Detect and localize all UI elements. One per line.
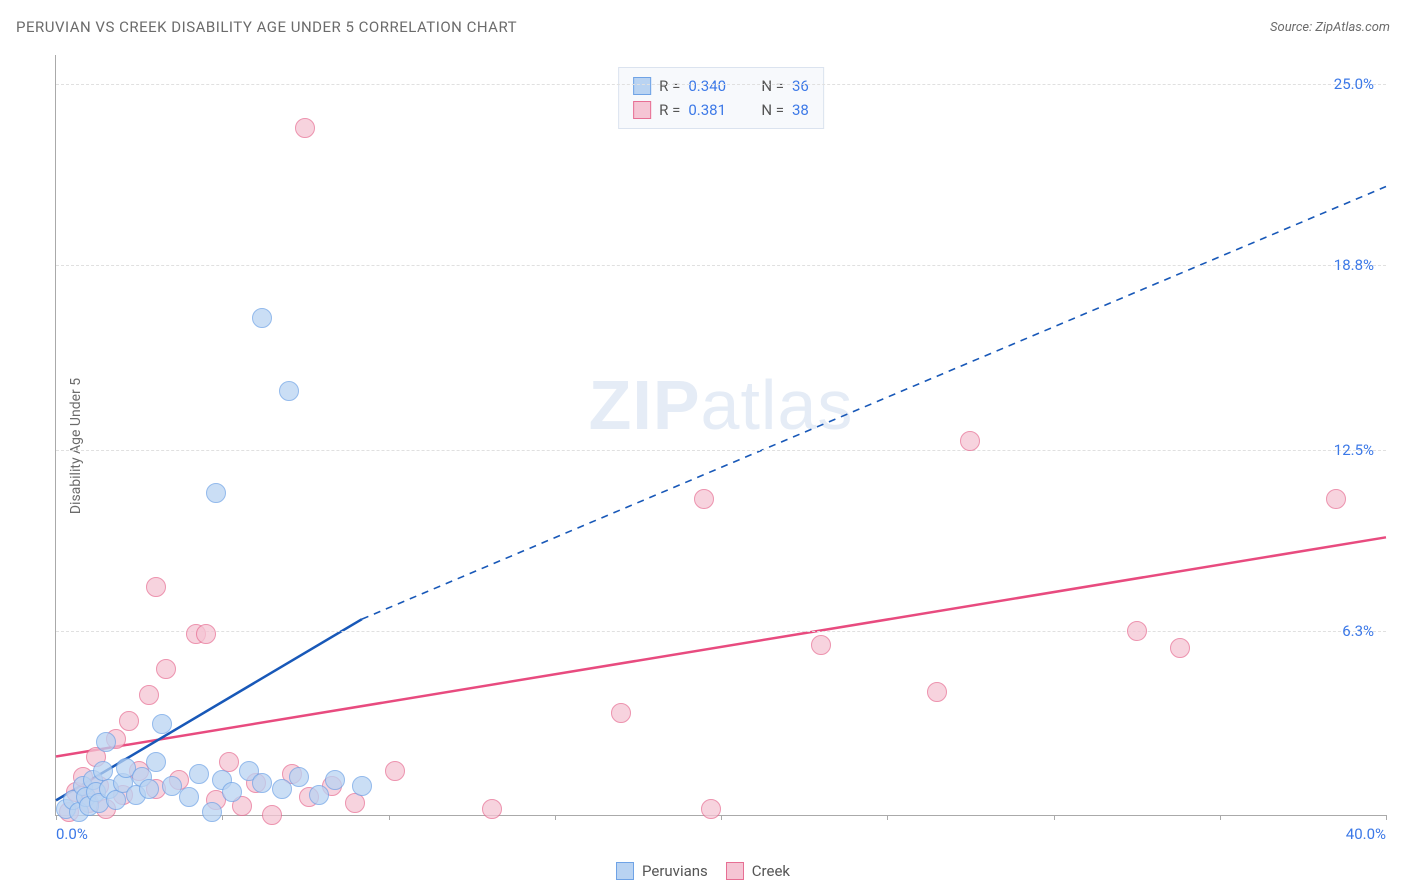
scatter-point: [156, 659, 176, 679]
scatter-point: [279, 381, 299, 401]
xtick: [1220, 815, 1221, 820]
xtick-label: 0.0%: [56, 825, 88, 843]
legend-row-creek: R = 0.381 N = 38: [633, 98, 809, 122]
n-value: 38: [792, 98, 809, 122]
xtick: [222, 815, 223, 820]
scatter-point: [611, 703, 631, 723]
n-value: 36: [792, 74, 809, 98]
legend-label: Peruvians: [642, 862, 708, 880]
gridline: [56, 450, 1386, 451]
ytick-label: 18.8%: [1334, 256, 1374, 274]
ytick-label: 12.5%: [1334, 441, 1374, 459]
scatter-point: [295, 118, 315, 138]
xtick-label: 40.0%: [1346, 825, 1386, 843]
gridline: [56, 631, 1386, 632]
scatter-point: [811, 635, 831, 655]
ytick-label: 6.3%: [1342, 622, 1374, 640]
xtick: [555, 815, 556, 820]
scatter-point: [345, 793, 365, 813]
r-label: R =: [659, 74, 680, 98]
scatter-point: [309, 785, 329, 805]
scatter-point: [139, 685, 159, 705]
scatter-point: [196, 624, 216, 644]
scatter-point: [289, 767, 309, 787]
legend-label: Creek: [752, 862, 790, 880]
scatter-point: [189, 764, 209, 784]
scatter-point: [252, 308, 272, 328]
scatter-point: [146, 752, 166, 772]
scatter-point: [325, 770, 345, 790]
gridline: [56, 265, 1386, 266]
scatter-point: [1127, 621, 1147, 641]
scatter-point: [152, 714, 172, 734]
scatter-point: [960, 431, 980, 451]
trend-lines: [56, 55, 1386, 815]
source-label: Source: ZipAtlas.com: [1270, 20, 1390, 35]
swatch-icon: [633, 77, 651, 95]
scatter-point: [262, 805, 282, 825]
scatter-point: [1170, 638, 1190, 658]
xtick: [1054, 815, 1055, 820]
legend-item-creek: Creek: [726, 862, 790, 880]
legend-row-peruvians: R = 0.340 N = 36: [633, 74, 809, 98]
scatter-point: [701, 799, 721, 819]
xtick: [721, 815, 722, 820]
scatter-point: [96, 732, 116, 752]
scatter-point: [352, 776, 372, 796]
scatter-point: [179, 787, 199, 807]
xtick: [1386, 815, 1387, 820]
xtick: [887, 815, 888, 820]
legend-item-peruvians: Peruvians: [616, 862, 708, 880]
scatter-point: [202, 802, 222, 822]
gridline: [56, 84, 1386, 85]
scatter-point: [694, 489, 714, 509]
scatter-point: [1326, 489, 1346, 509]
xtick: [56, 815, 57, 820]
scatter-point: [927, 682, 947, 702]
n-label: N =: [761, 74, 784, 98]
scatter-point: [106, 790, 126, 810]
r-value: 0.381: [688, 98, 743, 122]
n-label: N =: [761, 98, 784, 122]
swatch-icon: [726, 862, 744, 880]
scatter-point: [146, 577, 166, 597]
header: PERUVIAN VS CREEK DISABILITY AGE UNDER 5…: [16, 18, 1390, 36]
xtick: [389, 815, 390, 820]
scatter-point: [206, 483, 226, 503]
scatter-point: [139, 779, 159, 799]
scatter-point: [252, 773, 272, 793]
legend-correlation: R = 0.340 N = 36 R = 0.381 N = 38: [618, 67, 824, 129]
swatch-icon: [616, 862, 634, 880]
scatter-point: [482, 799, 502, 819]
scatter-point: [385, 761, 405, 781]
chart-title: PERUVIAN VS CREEK DISABILITY AGE UNDER 5…: [16, 18, 517, 36]
legend-series: Peruvians Creek: [616, 862, 790, 880]
r-value: 0.340: [688, 74, 743, 98]
scatter-point: [119, 711, 139, 731]
swatch-icon: [633, 101, 651, 119]
ytick-label: 25.0%: [1334, 75, 1374, 93]
scatter-point: [222, 782, 242, 802]
plot-area: ZIPatlas R = 0.340 N = 36 R = 0.381 N = …: [55, 55, 1386, 816]
r-label: R =: [659, 98, 680, 122]
